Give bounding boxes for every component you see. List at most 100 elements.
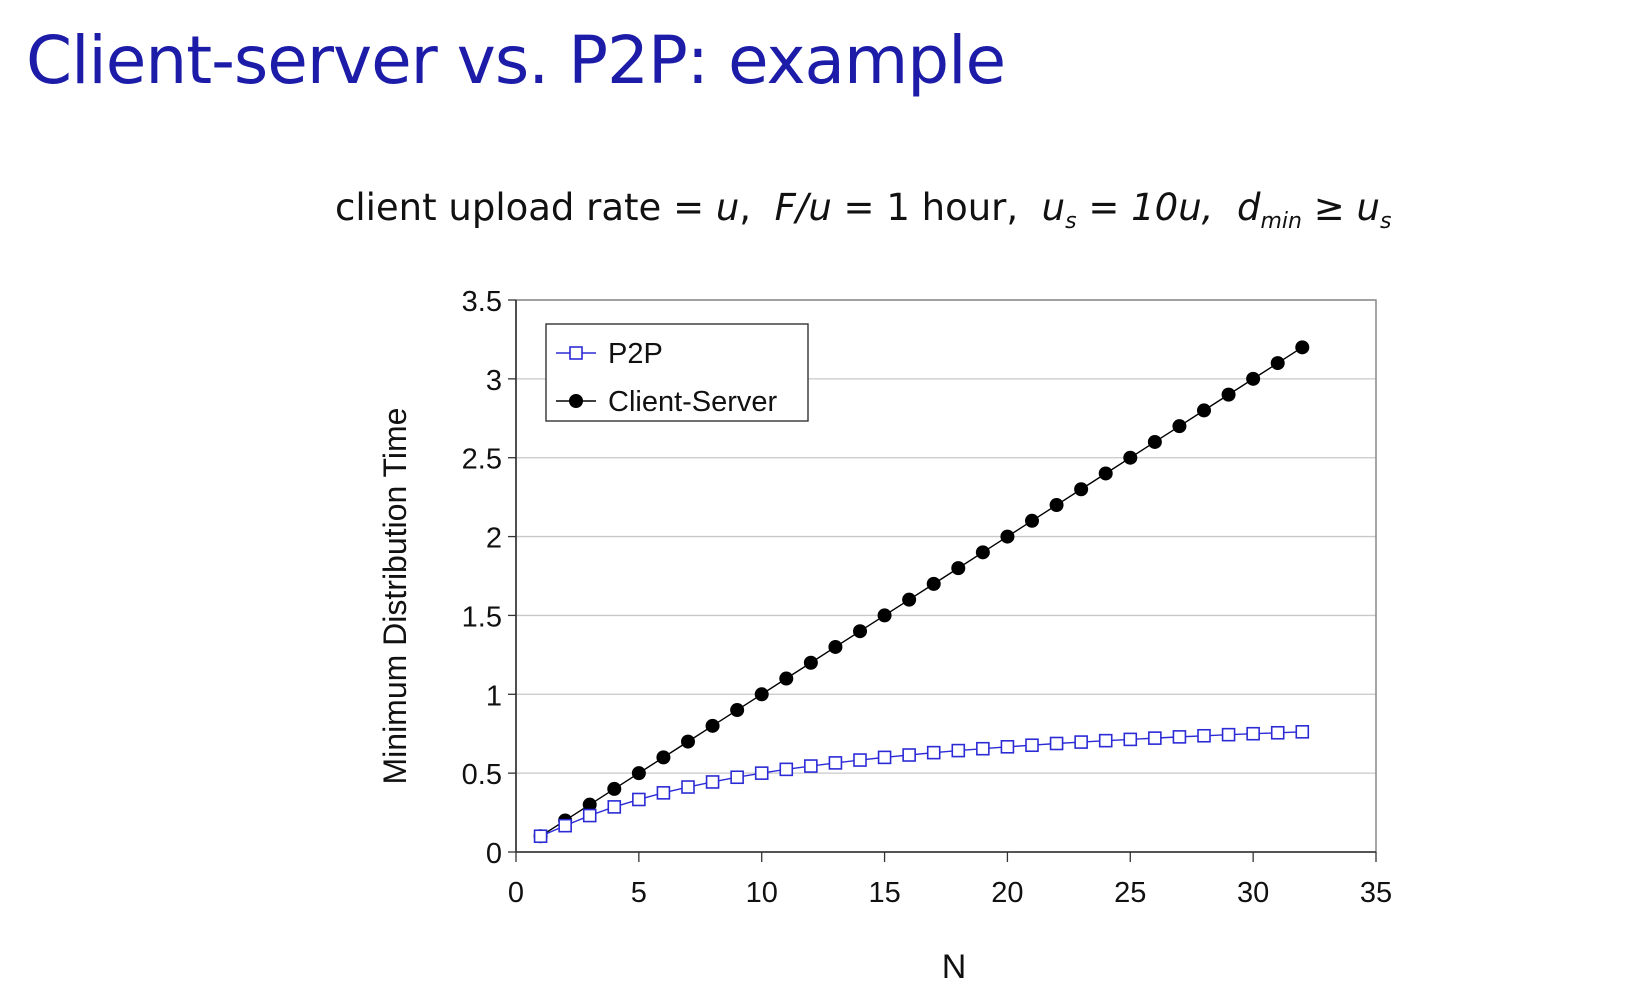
condition-file-ratio: = 1 hour, [831,186,1019,229]
legend-label: Client-Server [608,386,778,418]
legend-item-client-server: Client-Server [556,386,778,418]
p2p-series [533,725,1310,844]
legend-square-marker [569,346,583,360]
condition-file-ratio-var: F/u [774,186,832,229]
p2p-point [1221,727,1236,742]
client-server-point [730,703,745,718]
p2p-point [1123,732,1138,747]
client-server-point [705,718,720,733]
condition-upload-rate: client upload rate = [335,186,716,229]
p2p-line [540,731,1303,837]
y-tick-label: 3 [486,365,502,397]
client-server-point [656,750,671,765]
client-server-point [1295,340,1310,355]
client-server-point [828,639,843,654]
x-tick-label: 0 [508,877,524,909]
client-server-point [926,576,941,591]
condition-server-upload-sub: s [1065,209,1077,234]
client-server-point [1123,450,1138,465]
p2p-point [926,745,941,760]
series-layer [533,340,1310,844]
condition-server-upload: = 10u, [1076,186,1214,229]
p2p-point [582,808,597,823]
client-server-point [582,797,597,812]
client-server-point [1074,482,1089,497]
chart-legend: P2P Client-Server [545,323,809,422]
p2p-point [754,766,769,780]
p2p-point [1049,736,1064,751]
y-axis-label: Minimum Distribution Time [377,408,413,785]
condition-dmin-var: d [1236,186,1261,229]
p2p-point [951,743,966,758]
x-tick-label: 30 [1237,877,1269,909]
p2p-point [1246,726,1260,741]
client-server-point [1246,371,1261,386]
legend-box [545,323,809,422]
p2p-point [632,792,646,807]
client-server-point [803,655,818,670]
client-server-point [1000,529,1015,544]
client-server-point [975,545,990,560]
x-tick-label: 25 [1114,877,1146,909]
p2p-point [779,762,794,777]
p2p-point [877,750,892,765]
p2p-point [828,756,843,770]
client-server-point [1049,498,1064,513]
p2p-point [1025,738,1039,753]
x-tick-label: 20 [991,877,1023,909]
client-server-point [631,766,646,781]
client-server-point [1221,387,1236,402]
p2p-point [681,780,695,794]
p2p-point [804,759,818,773]
p2p-point [1197,728,1211,743]
p2p-point [730,770,744,785]
client-server-series [533,340,1310,844]
client-server-point [853,624,867,639]
client-server-point [951,561,966,576]
client-server-point [779,671,794,686]
client-server-point [607,781,622,796]
condition-dmin-rhs: u [1356,186,1380,229]
p2p-point [1295,725,1310,739]
p2p-point [607,800,622,814]
y-tick-label: 1 [486,680,502,712]
p2p-point [853,753,867,767]
condition-dmin-sub: min [1260,209,1302,234]
p2p-point [902,748,916,762]
conditions-line: client upload rate = u, F/u = 1 hour, us… [335,186,1392,234]
p2p-point [1074,735,1088,749]
p2p-point [1270,725,1285,740]
client-server-point [754,687,769,702]
y-tick-label: 1.5 [462,601,502,633]
legend-circle-marker [569,394,583,408]
x-tick-label: 35 [1360,877,1392,909]
client-server-point [1098,466,1113,481]
client-server-point [1025,513,1039,528]
p2p-point [533,829,548,844]
client-server-point [877,608,892,623]
x-tick-label: 5 [631,877,647,909]
p2p-point [1148,731,1162,745]
y-tick-label: 0.5 [462,759,502,791]
client-server-point [1197,403,1211,418]
client-server-point [902,592,917,607]
legend-label: P2P [608,338,663,370]
p2p-point [656,786,671,800]
client-server-point [1270,356,1285,371]
condition-dmin-rhs-sub: s [1379,209,1392,234]
condition-dmin-relation: ≥ [1301,186,1357,229]
axis-ticks: 0 0.5 1 1.5 2 2.5 3 3.5 0 5 10 15 20 25 30 35 [462,286,1392,909]
x-axis-label: N [942,948,967,986]
p2p-point [976,741,990,756]
y-tick-label: 2 [486,523,502,555]
p2p-point [1172,730,1187,744]
y-tick-label: 2.5 [462,444,502,476]
slide-title: Client-server vs. P2P: example [26,22,1006,99]
condition-upload-var: u [715,186,740,229]
legend-item-p2p: P2P [556,338,663,370]
p2p-point [705,775,720,789]
client-server-point [1147,434,1162,449]
x-tick-label: 15 [868,877,900,909]
client-server-point [681,734,695,749]
